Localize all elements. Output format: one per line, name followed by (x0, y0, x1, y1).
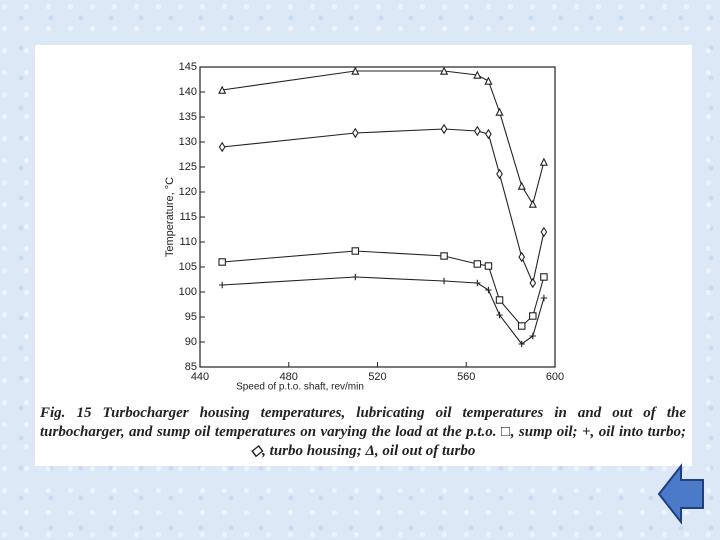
marker (484, 76, 493, 85)
marker (529, 312, 537, 320)
y-tick-label: 85 (185, 361, 197, 373)
marker (485, 128, 492, 140)
marker (540, 273, 548, 281)
y-tick-label: 130 (179, 136, 197, 148)
figure-caption: Fig. 15 Turbocharger housing temperature… (40, 405, 686, 459)
y-tick-label: 115 (179, 211, 197, 223)
marker (539, 157, 548, 166)
y-tick-label: 100 (179, 286, 197, 298)
marker (484, 262, 493, 270)
y-tick-label: 90 (185, 336, 197, 348)
marker (529, 277, 537, 289)
marker (440, 252, 448, 260)
marker (351, 66, 360, 75)
marker (485, 286, 492, 294)
plot-frame (199, 66, 556, 368)
marker (518, 251, 526, 263)
marker (352, 273, 359, 281)
x-tick-label: 560 (457, 371, 475, 383)
marker (218, 258, 226, 266)
panel (35, 45, 692, 466)
x-axis-label: Speed of p.t.o. shaft, rev/min (236, 382, 364, 393)
back-button[interactable] (655, 462, 707, 526)
marker (474, 279, 481, 287)
marker (440, 277, 448, 285)
y-tick-label: 95 (185, 311, 197, 323)
x-tick-label: 440 (191, 371, 209, 383)
y-tick-label: 135 (179, 111, 197, 123)
series-line (222, 128, 545, 285)
marker (218, 281, 226, 289)
marker (473, 260, 482, 268)
y-axis-label: Temperature, °C (164, 177, 176, 257)
marker (473, 70, 482, 79)
marker (218, 85, 227, 94)
x-tick-label: 520 (368, 371, 386, 383)
marker (540, 294, 548, 302)
marker (528, 199, 537, 208)
y-tick-label: 145 (179, 61, 197, 73)
x-tick-label: 600 (546, 371, 564, 383)
y-tick-label: 110 (179, 236, 197, 248)
series-line (222, 250, 545, 327)
series-line (222, 70, 545, 206)
marker (529, 332, 537, 340)
y-tick-label: 125 (179, 161, 197, 173)
marker (218, 141, 226, 153)
y-tick-label: 140 (179, 86, 197, 98)
marker (351, 127, 359, 139)
marker (473, 125, 481, 137)
marker (517, 322, 526, 330)
marker (496, 311, 503, 319)
marker (496, 168, 503, 180)
marker (495, 107, 504, 116)
x-tick-label: 480 (280, 371, 298, 383)
y-tick-label: 105 (179, 261, 197, 273)
marker (517, 181, 526, 190)
y-tick-label: 120 (179, 186, 197, 198)
marker (495, 296, 504, 304)
marker (351, 247, 360, 255)
marker (540, 226, 548, 238)
marker (439, 66, 449, 75)
marker (440, 123, 448, 135)
back-arrow[interactable] (657, 463, 704, 525)
marker (518, 340, 525, 348)
